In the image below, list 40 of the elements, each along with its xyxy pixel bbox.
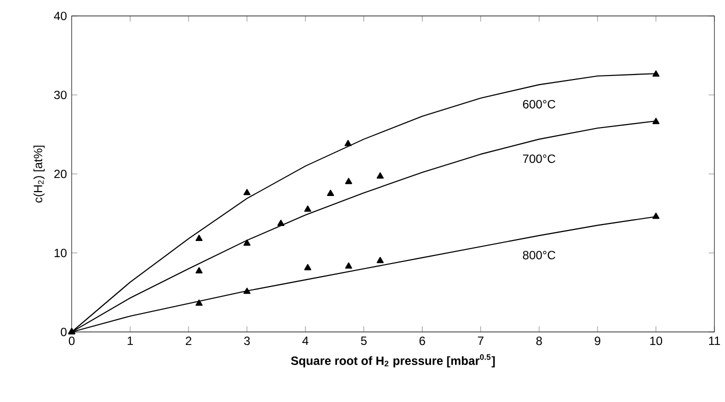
x-tick-label: 2 (186, 336, 192, 345)
point (243, 288, 251, 294)
point (196, 266, 203, 274)
series-label: 700°C (523, 154, 556, 163)
y-tick-label: 10 (54, 248, 67, 258)
y-tick-label: 0 (60, 328, 67, 336)
point (652, 70, 660, 77)
y-tick-label: 40 (54, 12, 67, 20)
point (243, 188, 251, 196)
series-label: 800°C (522, 250, 556, 260)
point (304, 264, 312, 270)
point (243, 239, 251, 246)
y-tick-label: 20 (54, 170, 67, 178)
point (344, 140, 352, 146)
x-tick-label: 8 (536, 336, 542, 345)
x-tick-label: 11 (709, 336, 720, 345)
x-tick-label: 10 (650, 336, 662, 345)
x-axis-title: Square root of H$_{2}$ pressure [mbar$^{0.5}$] (291, 354, 495, 368)
point (376, 172, 384, 178)
point (345, 262, 352, 268)
point (277, 220, 284, 226)
y-axis-title: c(H$_{2}$) [at%] (33, 146, 45, 202)
point (327, 190, 334, 196)
x-tick-label: 5 (360, 336, 367, 345)
point (376, 256, 384, 263)
x-tick-label: 3 (244, 336, 250, 345)
point (652, 118, 660, 124)
point (304, 205, 312, 212)
x-tick-label: 6 (420, 336, 426, 345)
series-label: 600°C (523, 100, 556, 108)
point (196, 299, 203, 306)
point (196, 234, 203, 241)
point (345, 178, 352, 184)
x-tick-label: 0 (68, 336, 75, 345)
point (652, 212, 660, 219)
x-tick-label: 4 (302, 336, 308, 345)
x-tick-label: 1 (128, 336, 133, 345)
x-tick-label: 9 (594, 336, 600, 345)
x-tick-label: 7 (478, 336, 484, 345)
y-tick-label: 30 (54, 90, 67, 100)
